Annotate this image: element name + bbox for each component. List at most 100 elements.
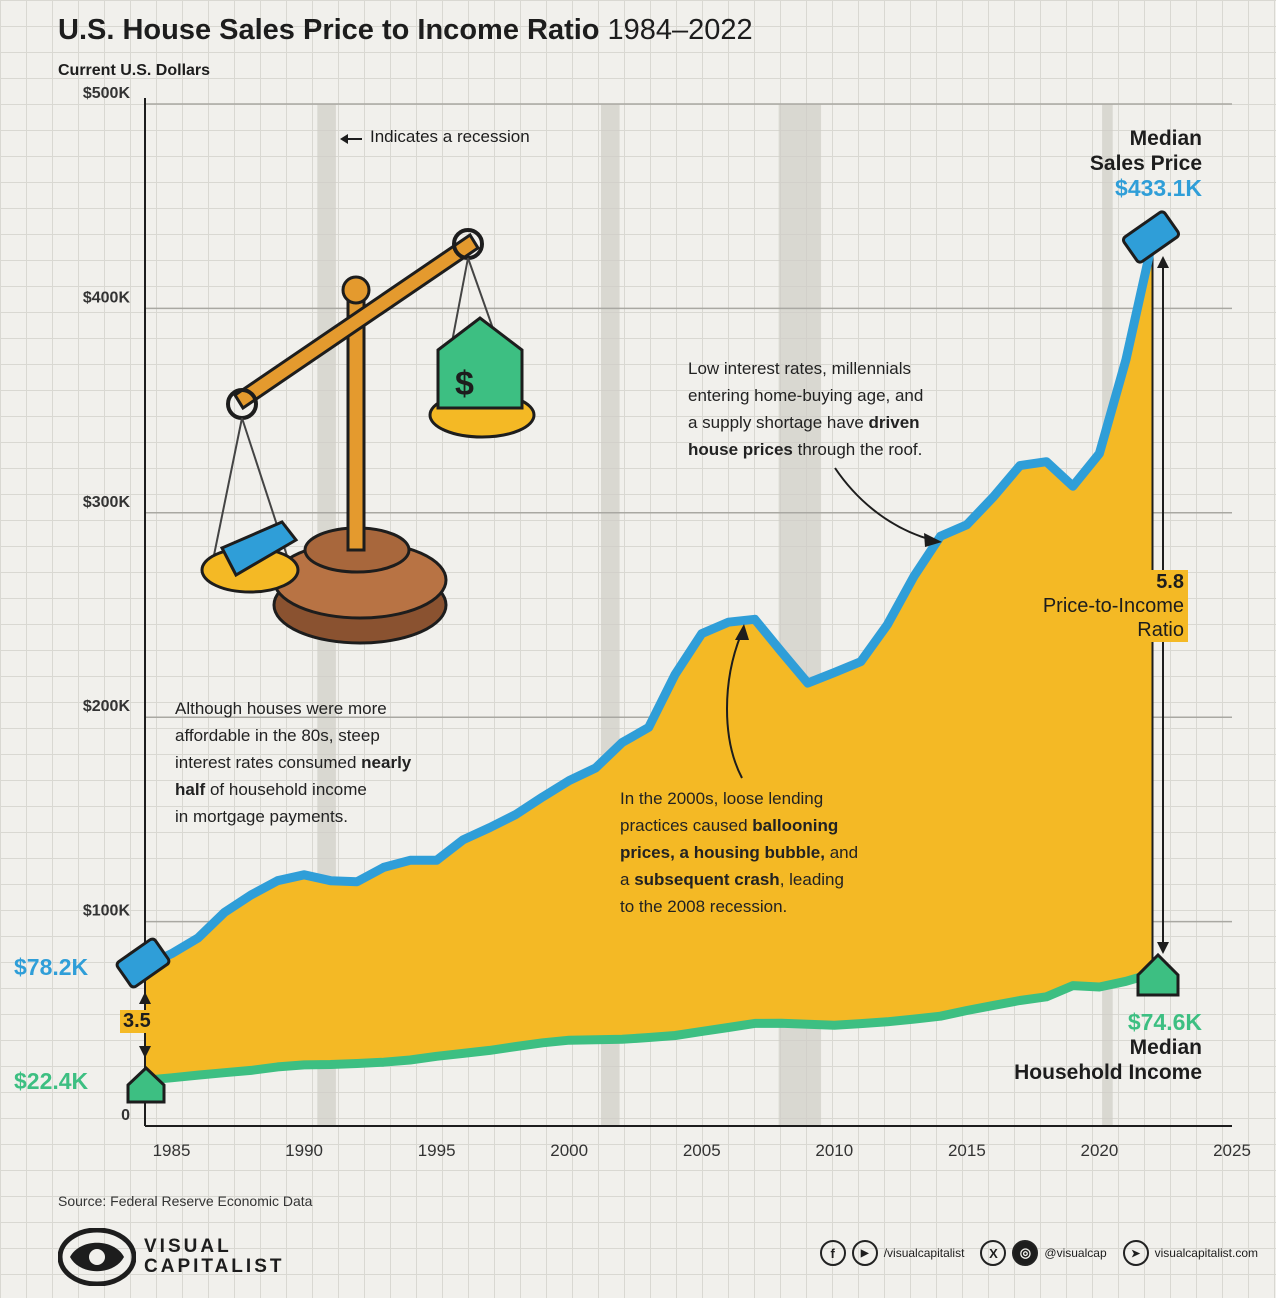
annotation-2000s-line-1: In the 2000s, loose lending xyxy=(620,789,824,808)
house-icon-end xyxy=(1136,952,1180,997)
income-point xyxy=(885,1020,889,1024)
sales-price-point xyxy=(514,812,518,816)
annotation-eighties-line-1: Although houses were more xyxy=(175,699,387,718)
annotation-eighties-line-3-text: interest rates consumed xyxy=(175,753,362,772)
income-point xyxy=(567,1038,571,1042)
annotation-recent-line-3-bold: driven xyxy=(868,413,920,432)
income-end-value: $74.6K xyxy=(1127,1009,1202,1035)
sales-price-point xyxy=(965,523,969,527)
y-tick-label: $500K xyxy=(83,85,131,102)
income-point xyxy=(355,1061,359,1065)
ratio-label-line2: Ratio xyxy=(1137,619,1184,641)
annotation-recent-line-3: a supply shortage have driven xyxy=(688,409,923,436)
income-point xyxy=(700,1029,704,1033)
x-tick-label: 2015 xyxy=(948,1141,986,1160)
sales-price-point xyxy=(435,858,439,862)
sales-price-point xyxy=(726,620,730,624)
sales-price-point xyxy=(276,879,280,883)
sales-price-point xyxy=(859,660,863,664)
annotation-2000s-line-3-bold: prices, a housing bubble, xyxy=(620,843,825,862)
x-tick-label: 1985 xyxy=(153,1141,191,1160)
sales-price-label-line1: Median xyxy=(1129,127,1202,150)
social-links: f ▶ /visualcapitalist X ◎ @visualcap ➤ v… xyxy=(819,1240,1258,1266)
sales-price-point xyxy=(196,936,200,940)
income-point xyxy=(1071,984,1075,988)
instagram-icon[interactable]: ◎ xyxy=(1012,1240,1039,1266)
income-point xyxy=(673,1033,677,1037)
annotation-2000s-line-3: prices, a housing bubble, and xyxy=(620,839,858,866)
ratio-label-line1: Price-to-Income xyxy=(1042,595,1184,617)
recent-pointer-arrow xyxy=(834,467,933,541)
income-point xyxy=(1018,998,1022,1002)
sales-price-point xyxy=(753,617,757,621)
annotation-2000s-line-4-tail: , leading xyxy=(779,870,844,889)
annotation-2000s-line-4-text: a xyxy=(620,870,635,889)
annotation-recent-line-2: entering home-buying age, and xyxy=(688,386,924,405)
x-tick-label: 1995 xyxy=(418,1141,456,1160)
annotation-2000s-line-3-text: and xyxy=(824,843,859,862)
annotation-2000s-line-4-bold: subsequent crash xyxy=(634,870,780,889)
y-tick-label: $300K xyxy=(83,494,131,511)
x-tick-label: 2010 xyxy=(815,1141,853,1160)
website-cursor-icon[interactable]: ➤ xyxy=(1122,1240,1149,1266)
visual-capitalist-logo[interactable]: VISUAL CAPITALIST xyxy=(58,1228,284,1286)
sales-price-point xyxy=(170,952,174,956)
logo-mark-icon xyxy=(58,1228,136,1286)
income-label: $74.6K Median Household Income xyxy=(1014,1010,1202,1085)
ratio-start-value: 3.5 xyxy=(120,1010,154,1033)
income-point xyxy=(859,1022,863,1026)
sales-price-point xyxy=(249,893,253,897)
income-point xyxy=(912,1017,916,1021)
sales-price-point xyxy=(329,879,333,883)
ratio-end-label: 5.8 Price-to-Income Ratio xyxy=(1038,570,1188,642)
annotation-recent-line-1: Low interest rates, millennials xyxy=(688,359,911,378)
sales-price-start-value: $78.2K xyxy=(14,954,89,980)
sales-price-point xyxy=(1044,460,1048,464)
bubble-pointer-arrow xyxy=(726,631,743,779)
sales-price-point xyxy=(806,681,810,685)
youtube-icon[interactable]: ▶ xyxy=(851,1240,878,1266)
income-point xyxy=(276,1065,280,1069)
income-point xyxy=(832,1023,836,1027)
annotation-2000s-line-4: a subsequent crash, leading xyxy=(620,866,858,893)
annotation-eighties-line-4-bold: half xyxy=(175,780,206,799)
sales-price-point xyxy=(302,873,306,877)
recession-legend-label: Indicates a recession xyxy=(370,127,530,146)
income-point xyxy=(541,1041,545,1045)
sales-price-end-value: $433.1K xyxy=(1115,175,1202,201)
sales-price-point xyxy=(673,672,677,676)
annotation-recent-line-4: house prices through the roof. xyxy=(688,436,923,463)
facebook-icon[interactable]: f xyxy=(819,1240,846,1266)
income-point xyxy=(170,1076,174,1080)
sales-price-point xyxy=(991,495,995,499)
income-point xyxy=(223,1071,227,1075)
income-point xyxy=(620,1037,624,1041)
annotation-eighties-line-4-text: of household income xyxy=(205,780,367,799)
sales-price-point xyxy=(885,623,889,627)
sales-price-label: Median Sales Price $433.1K xyxy=(1090,126,1202,201)
sales-price-point xyxy=(779,650,783,654)
sales-price-point xyxy=(594,766,598,770)
income-point xyxy=(1044,995,1048,999)
social-handle-visualcapitalist[interactable]: /visualcapitalist xyxy=(883,1246,965,1260)
website-link[interactable]: visualcapitalist.com xyxy=(1154,1246,1258,1260)
sales-price-point xyxy=(912,574,916,578)
x-twitter-icon[interactable]: X xyxy=(980,1240,1007,1266)
annotation-eighties-line-4: half of household income xyxy=(175,776,411,803)
y-tick-label: 0 xyxy=(121,1107,130,1124)
x-tick-label: 2000 xyxy=(550,1141,588,1160)
annotation-recent-line-4-bold: house prices xyxy=(688,440,793,459)
income-start-value: $22.4K xyxy=(14,1068,89,1094)
sales-price-point xyxy=(832,671,836,675)
annotation-recent: Low interest rates, millennials entering… xyxy=(688,355,923,463)
price-tag-icon-end xyxy=(1121,210,1181,264)
annotation-2000s: In the 2000s, loose lending practices ca… xyxy=(620,785,858,920)
social-handle-visualcap[interactable]: @visualcap xyxy=(1044,1246,1107,1260)
income-point xyxy=(965,1009,969,1013)
income-point xyxy=(514,1044,518,1048)
income-point xyxy=(329,1062,333,1066)
sales-price-point xyxy=(355,880,359,884)
recession-legend: Indicates a recession xyxy=(370,127,530,147)
logo-line-2: CAPITALIST xyxy=(144,1256,285,1277)
